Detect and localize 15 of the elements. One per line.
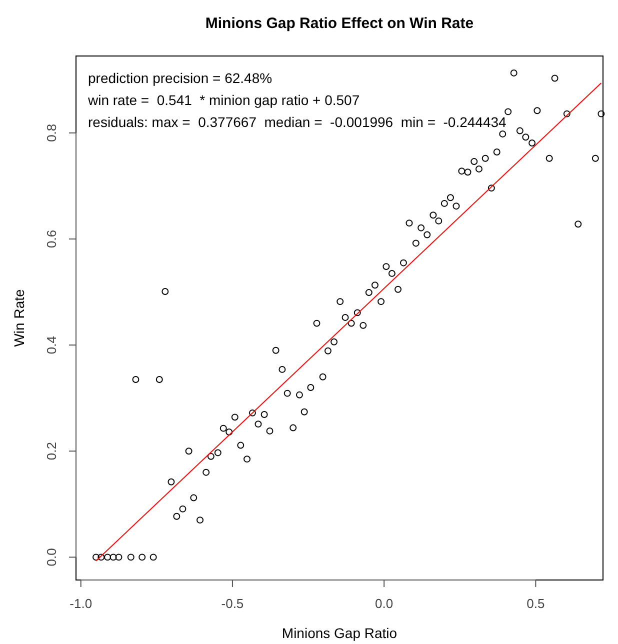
x-tick-label: -1.0 — [70, 596, 92, 612]
y-tick-label: 0.2 — [44, 442, 59, 460]
annotation: residuals: max = 0.377667 median = -0.001996 min = -0.244434 — [88, 114, 507, 130]
x-tick-label: -0.5 — [221, 596, 244, 612]
annotation: prediction precision = 62.48% — [88, 70, 272, 86]
y-axis-title: Win Rate — [11, 289, 27, 347]
y-tick-label: 0.0 — [44, 548, 59, 566]
x-tick-label: 0.5 — [526, 596, 545, 612]
y-tick-label: 0.6 — [44, 230, 59, 248]
x-tick-label: 0.0 — [375, 596, 394, 612]
chart-title: Minions Gap Ratio Effect on Win Rate — [205, 15, 474, 32]
annotation: win rate = 0.541 * minion gap ratio + 0.507 — [87, 92, 360, 108]
y-tick-label: 0.8 — [44, 124, 59, 142]
y-tick-label: 0.4 — [44, 336, 59, 354]
x-axis-title: Minions Gap Ratio — [282, 625, 398, 641]
